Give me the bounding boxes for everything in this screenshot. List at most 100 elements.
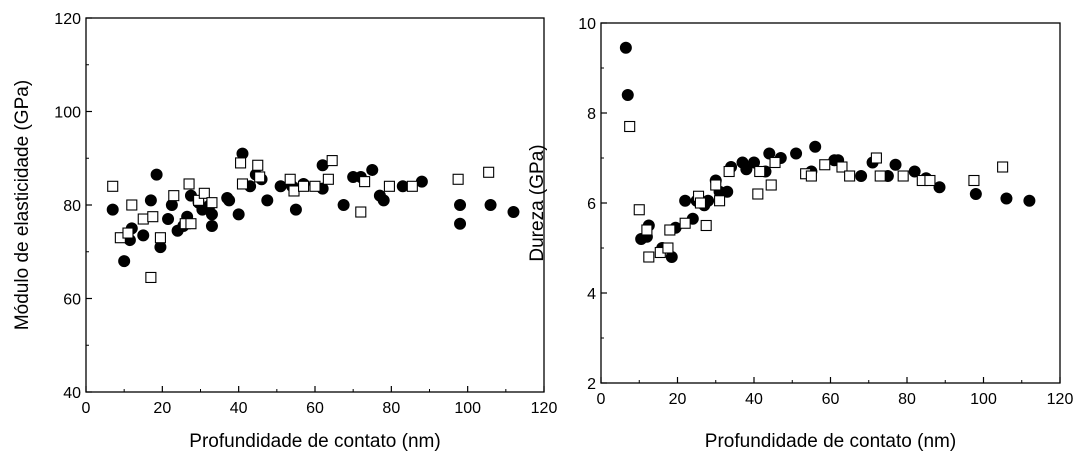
data-point-filled-circle [289,203,302,216]
data-point-open-square [694,197,707,209]
data-point-open-square [154,232,166,244]
hardness-chart: 0 20 40 60 80 100 120 2 4 6 8 10 Profundidade de con… [527,16,1073,452]
data-point-filled-circle [454,199,467,211]
data-point-open-square [236,178,249,190]
data-point-open-square [679,217,691,229]
data-point-open-square [145,271,157,284]
x-axis-label: Profundidade de contato (nm) [189,431,440,452]
data-point-filled-circle [137,229,150,242]
y-tick-label: 2 [587,376,596,393]
y-axis-label: Dureza (GPa) [527,144,548,261]
data-point-filled-circle [366,163,379,176]
data-point-filled-circle [748,156,760,169]
data-point-open-square [235,157,247,169]
data-point-open-square [122,227,134,239]
data-point-open-square [183,178,195,190]
x-tick-label: 40 [745,391,763,408]
data-point-open-square [309,180,321,192]
x-tick-label: 40 [230,400,248,417]
data-point-filled-circle [396,180,409,193]
data-point-filled-circle [415,175,428,188]
data-point-open-square [252,159,264,171]
data-point-open-square [710,179,722,191]
x-tick-label: 0 [82,400,91,417]
data-point-open-square [147,211,159,223]
data-point-filled-circle [118,255,131,268]
data-point-open-square [754,165,766,178]
data-point-filled-circle [969,188,982,200]
y-tick-label: 60 [63,292,81,309]
x-tick-label: 100 [454,400,481,417]
data-point-open-square [452,173,464,185]
y-tick-label: 40 [63,385,81,402]
data-point-filled-circle [316,159,329,172]
data-point-filled-circle [809,140,822,153]
y-tick-label: 120 [54,11,81,28]
data-point-filled-circle [679,194,692,207]
data-point-filled-circle [205,220,218,233]
data-point-open-square [836,161,848,173]
data-point-filled-circle [232,208,245,221]
data-point-open-square [874,170,886,182]
plot-frame [600,22,1061,384]
data-point-open-square [819,159,831,171]
data-point-filled-circle [274,180,287,193]
data-point-filled-circle [740,163,753,176]
data-point-open-square [700,219,712,232]
data-point-open-square [185,218,197,230]
data-point-filled-circle [619,41,632,54]
plot-frame [85,17,545,393]
data-point-filled-circle [337,199,350,211]
data-point-open-square [322,173,334,185]
data-point-filled-circle [106,203,119,216]
x-tick-label: 20 [669,391,687,408]
data-point-open-square [383,180,395,192]
data-point-open-square [107,180,119,192]
data-point-open-square [714,195,726,207]
data-point-open-square [326,155,338,167]
x-tick-label: 20 [153,400,171,417]
y-tick-label: 4 [587,286,596,303]
data-point-filled-circle [855,170,868,182]
data-point-open-square [897,170,909,182]
x-tick-label: 100 [970,391,997,408]
data-point-filled-circle [721,185,734,198]
data-point-filled-circle [205,208,218,221]
data-point-filled-circle [889,158,902,171]
data-point-open-square [723,165,735,178]
data-point-open-square [288,185,300,197]
y-tick-label: 8 [587,106,596,123]
data-point-open-square [968,174,980,187]
data-point-filled-circle [377,194,390,207]
x-tick-label: 60 [822,391,840,408]
data-point-filled-circle [621,89,634,101]
data-point-open-square [406,180,418,192]
y-tick-label: 10 [578,16,596,33]
x-tick-label: 0 [597,391,606,408]
data-point-filled-circle [507,206,520,219]
data-point-open-square [359,176,371,188]
data-point-open-square [297,180,310,192]
data-point-filled-circle [933,181,946,194]
data-point-open-square [641,224,653,236]
data-point-open-square [924,174,936,187]
data-point-open-square [844,170,856,182]
data-point-open-square [662,242,674,254]
data-point-open-square [168,190,180,202]
data-point-open-square [137,213,149,225]
y-axis-label: Módulo de elasticidade (GPa) [12,80,33,330]
data-point-filled-circle [223,194,236,207]
data-point-filled-circle [144,194,157,207]
data-point-open-square [624,120,636,133]
x-tick-label: 60 [306,400,324,417]
x-axis-label: Profundidade de contato (nm) [705,431,956,452]
data-point-open-square [664,224,676,236]
data-point-open-square [193,194,205,206]
data-point-filled-circle [454,217,467,230]
data-point-open-square [355,206,367,218]
data-point-filled-circle [1000,192,1013,205]
data-point-open-square [752,188,764,200]
data-point-filled-circle [261,194,274,207]
data-point-filled-circle [790,147,803,160]
data-point-open-square [206,197,218,209]
